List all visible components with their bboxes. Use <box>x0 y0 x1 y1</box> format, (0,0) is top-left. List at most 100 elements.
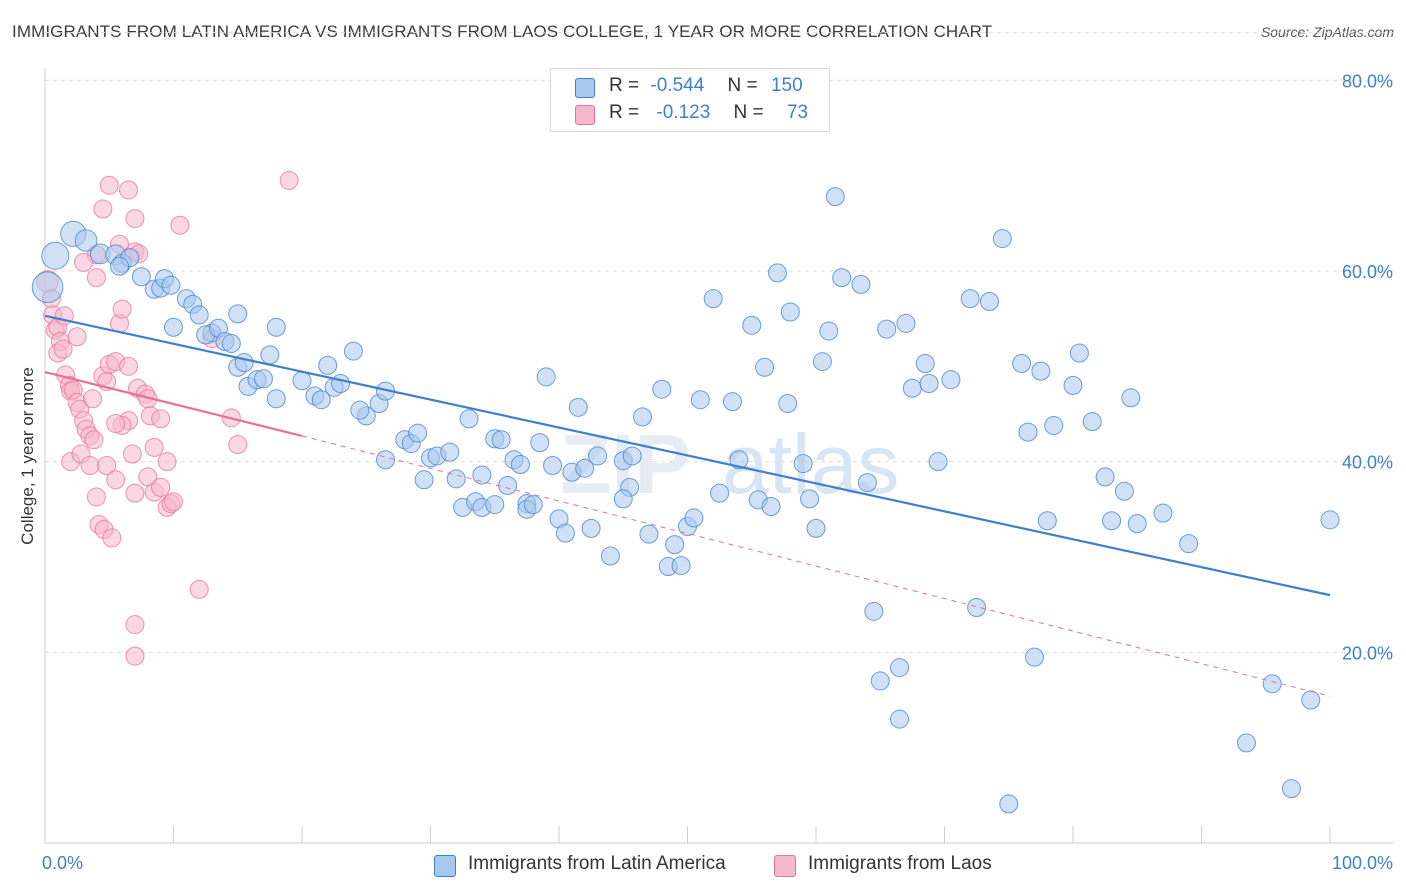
y-tick-label: 40.0% <box>1342 453 1393 473</box>
laos-point <box>84 430 104 450</box>
gridlines <box>45 32 1393 653</box>
laos-point <box>99 175 119 195</box>
latin-america-point <box>588 446 608 466</box>
legend-swatch-pink <box>575 105 595 125</box>
latin-america-point <box>864 601 884 621</box>
y-axis-label: College, 1 year or more <box>18 367 37 545</box>
laos-point <box>164 492 183 512</box>
latin-america-point <box>857 473 877 493</box>
latin-america-point <box>877 319 897 339</box>
latin-america-point <box>523 495 543 515</box>
laos-point <box>97 455 117 475</box>
latin-america-point <box>555 523 575 543</box>
latin-america-point <box>812 352 832 372</box>
latin-america-point <box>919 373 939 393</box>
latin-america-point <box>1082 412 1102 432</box>
laos-point <box>106 470 126 490</box>
laos-point <box>125 209 145 229</box>
chart-title: IMMIGRANTS FROM LATIN AMERICA VS IMMIGRA… <box>12 22 993 41</box>
laos-point <box>119 356 139 376</box>
latin-america-point <box>639 524 659 544</box>
latin-america-point <box>1114 481 1134 501</box>
laos-trendline <box>44 370 303 437</box>
laos-point <box>119 180 139 200</box>
latin-america-point <box>1153 503 1173 523</box>
latin-america-point <box>902 378 922 398</box>
latin-america-point <box>1262 674 1282 694</box>
latin-america-point <box>928 452 948 472</box>
latin-america-point <box>703 289 723 309</box>
latin-america-point <box>1018 422 1038 442</box>
latin-america-point <box>1281 779 1301 799</box>
laos-point <box>151 409 171 429</box>
latin-america-point <box>671 556 691 576</box>
laos-point <box>279 170 299 190</box>
legend-r-label: R = <box>609 102 640 123</box>
latin-america-point <box>568 397 588 417</box>
latin-america-point <box>260 345 280 365</box>
latin-america-point <box>581 518 601 538</box>
latin-america-point <box>266 389 286 409</box>
latin-america-point <box>1012 353 1032 373</box>
latin-america-point <box>761 496 781 516</box>
latin-america-point <box>755 357 775 377</box>
latin-america-point <box>1063 375 1083 395</box>
tick-labels: 20.0% 40.0% 60.0% 80.0% 0.0% 100.0% <box>42 71 1393 873</box>
laos-point <box>144 437 164 457</box>
latin-america-point <box>491 430 511 450</box>
latin-america-point <box>806 518 826 538</box>
laos-point <box>122 444 142 464</box>
laos-point <box>74 252 94 272</box>
laos-point <box>189 579 209 599</box>
latin-america-point <box>710 483 730 503</box>
latin-america-point <box>1095 467 1115 487</box>
latin-america-point <box>633 407 653 427</box>
laos-point <box>125 646 145 666</box>
legend-n-label: N = <box>727 75 758 96</box>
latin-america-point <box>622 446 642 466</box>
laos-point <box>86 487 106 507</box>
latin-america-point <box>74 229 98 252</box>
series-swatch-pink <box>774 855 796 877</box>
laos-point <box>228 435 248 455</box>
latin-america-point <box>600 546 620 566</box>
latin-america-point <box>613 489 633 509</box>
laos-point <box>102 528 122 548</box>
latin-america-point <box>292 371 312 391</box>
laos-point <box>67 327 87 347</box>
latin-america-point <box>1031 361 1051 381</box>
laos-point <box>125 483 145 503</box>
latin-america-point <box>221 333 241 353</box>
latin-america-point <box>446 469 466 489</box>
latin-america-point <box>1236 733 1256 753</box>
latin-america-point <box>851 274 871 294</box>
series-label: Immigrants from Latin America <box>468 853 726 874</box>
latin-america-point <box>767 263 787 283</box>
laos-point <box>125 615 145 635</box>
latin-america-point <box>331 373 351 393</box>
latin-america-point <box>414 470 434 490</box>
latin-america-point <box>780 302 800 322</box>
latin-america-point <box>1301 690 1321 710</box>
latin-america-point <box>1024 647 1044 667</box>
latin-america-point <box>1127 514 1147 534</box>
x-tick-label: 0.0% <box>42 853 83 873</box>
latin-america-point <box>729 450 749 470</box>
legend-r-value: -0.544 <box>650 75 705 96</box>
latin-america-point <box>228 304 248 324</box>
latin-america-point <box>543 455 563 475</box>
latin-america-point <box>459 409 479 429</box>
laos-trendline-extension <box>301 435 1331 697</box>
latin-america-point <box>1037 511 1057 531</box>
latin-america-point <box>575 458 595 478</box>
trendlines <box>44 314 1331 697</box>
latin-america-point <box>472 465 492 485</box>
legend-r-value: -0.123 <box>656 102 711 123</box>
latin-america-point <box>311 390 331 410</box>
correlation-legend: R = -0.544 N = 150 R = -0.123 N = 73 <box>550 68 830 132</box>
latin-america-point <box>343 341 363 361</box>
series-swatch-blue <box>434 855 456 877</box>
latin-america-point <box>896 313 916 333</box>
latin-america-point <box>485 495 505 515</box>
